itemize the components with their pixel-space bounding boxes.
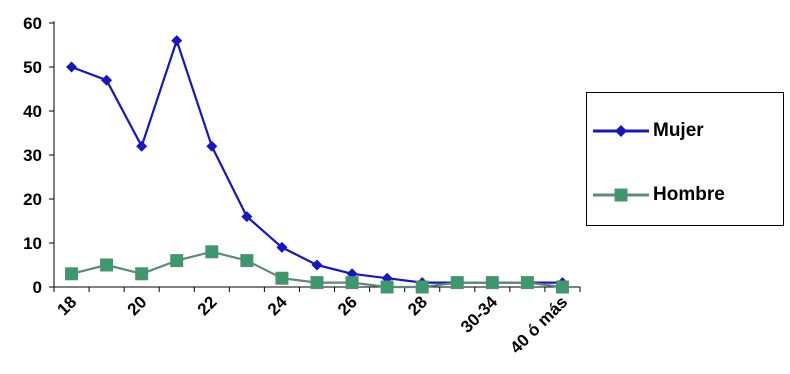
data-point-mujer xyxy=(101,74,113,86)
legend-swatch-mujer xyxy=(593,125,649,137)
data-point-hombre xyxy=(65,267,79,281)
x-tick-label: 40 ó más xyxy=(506,292,571,357)
legend-item-hombre: Hombre xyxy=(587,183,725,207)
data-point-mujer xyxy=(311,259,323,271)
data-point-hombre xyxy=(170,254,184,268)
y-tick-label: 10 xyxy=(23,234,42,253)
data-point-mujer xyxy=(136,140,148,152)
x-tick-label: 18 xyxy=(54,292,81,319)
y-tick-label: 20 xyxy=(23,190,42,209)
x-tick-label: 24 xyxy=(264,292,291,319)
data-point-mujer xyxy=(276,241,288,253)
series-line-mujer xyxy=(71,39,563,284)
data-point-hombre xyxy=(415,280,429,294)
data-point-mujer xyxy=(66,61,78,73)
data-point-hombre xyxy=(485,276,499,290)
y-tick-label: 0 xyxy=(33,278,42,297)
legend-swatch-hombre xyxy=(593,188,649,202)
data-point-hombre xyxy=(450,276,464,290)
legend-item-mujer: Mujer xyxy=(587,119,704,143)
legend-label-hombre: Hombre xyxy=(653,184,725,205)
y-tick-label: 30 xyxy=(23,146,42,165)
y-tick-label: 50 xyxy=(23,58,42,77)
data-point-hombre xyxy=(380,280,394,294)
data-point-hombre xyxy=(135,267,149,281)
data-point-mujer xyxy=(206,140,218,152)
data-point-hombre xyxy=(555,280,569,294)
x-tick-label: 28 xyxy=(404,292,431,319)
data-point-hombre xyxy=(345,276,359,290)
data-point-hombre xyxy=(275,271,289,285)
data-point-mujer xyxy=(241,211,253,223)
legend-label-mujer: Mujer xyxy=(653,120,704,141)
data-point-hombre xyxy=(100,258,114,272)
x-tick-label: 22 xyxy=(194,292,221,319)
y-tick-label: 60 xyxy=(23,14,42,33)
chart-axes xyxy=(53,21,580,288)
data-point-hombre xyxy=(205,245,219,259)
chart-ticks: 0 10 20 30 40 50 60 18 20 22 24 26 28 30-34 40 ó más xyxy=(23,14,581,357)
y-tick-label: 40 xyxy=(23,102,42,121)
x-tick-label: 30-34 xyxy=(457,292,502,337)
data-point-mujer xyxy=(171,35,183,47)
x-tick-label: 26 xyxy=(334,292,361,319)
data-point-hombre xyxy=(520,276,534,290)
data-point-hombre xyxy=(240,254,254,268)
chart-series xyxy=(65,35,569,294)
data-point-hombre xyxy=(310,276,324,290)
legend: Mujer Hombre xyxy=(586,92,784,226)
x-tick-label: 20 xyxy=(124,292,151,319)
